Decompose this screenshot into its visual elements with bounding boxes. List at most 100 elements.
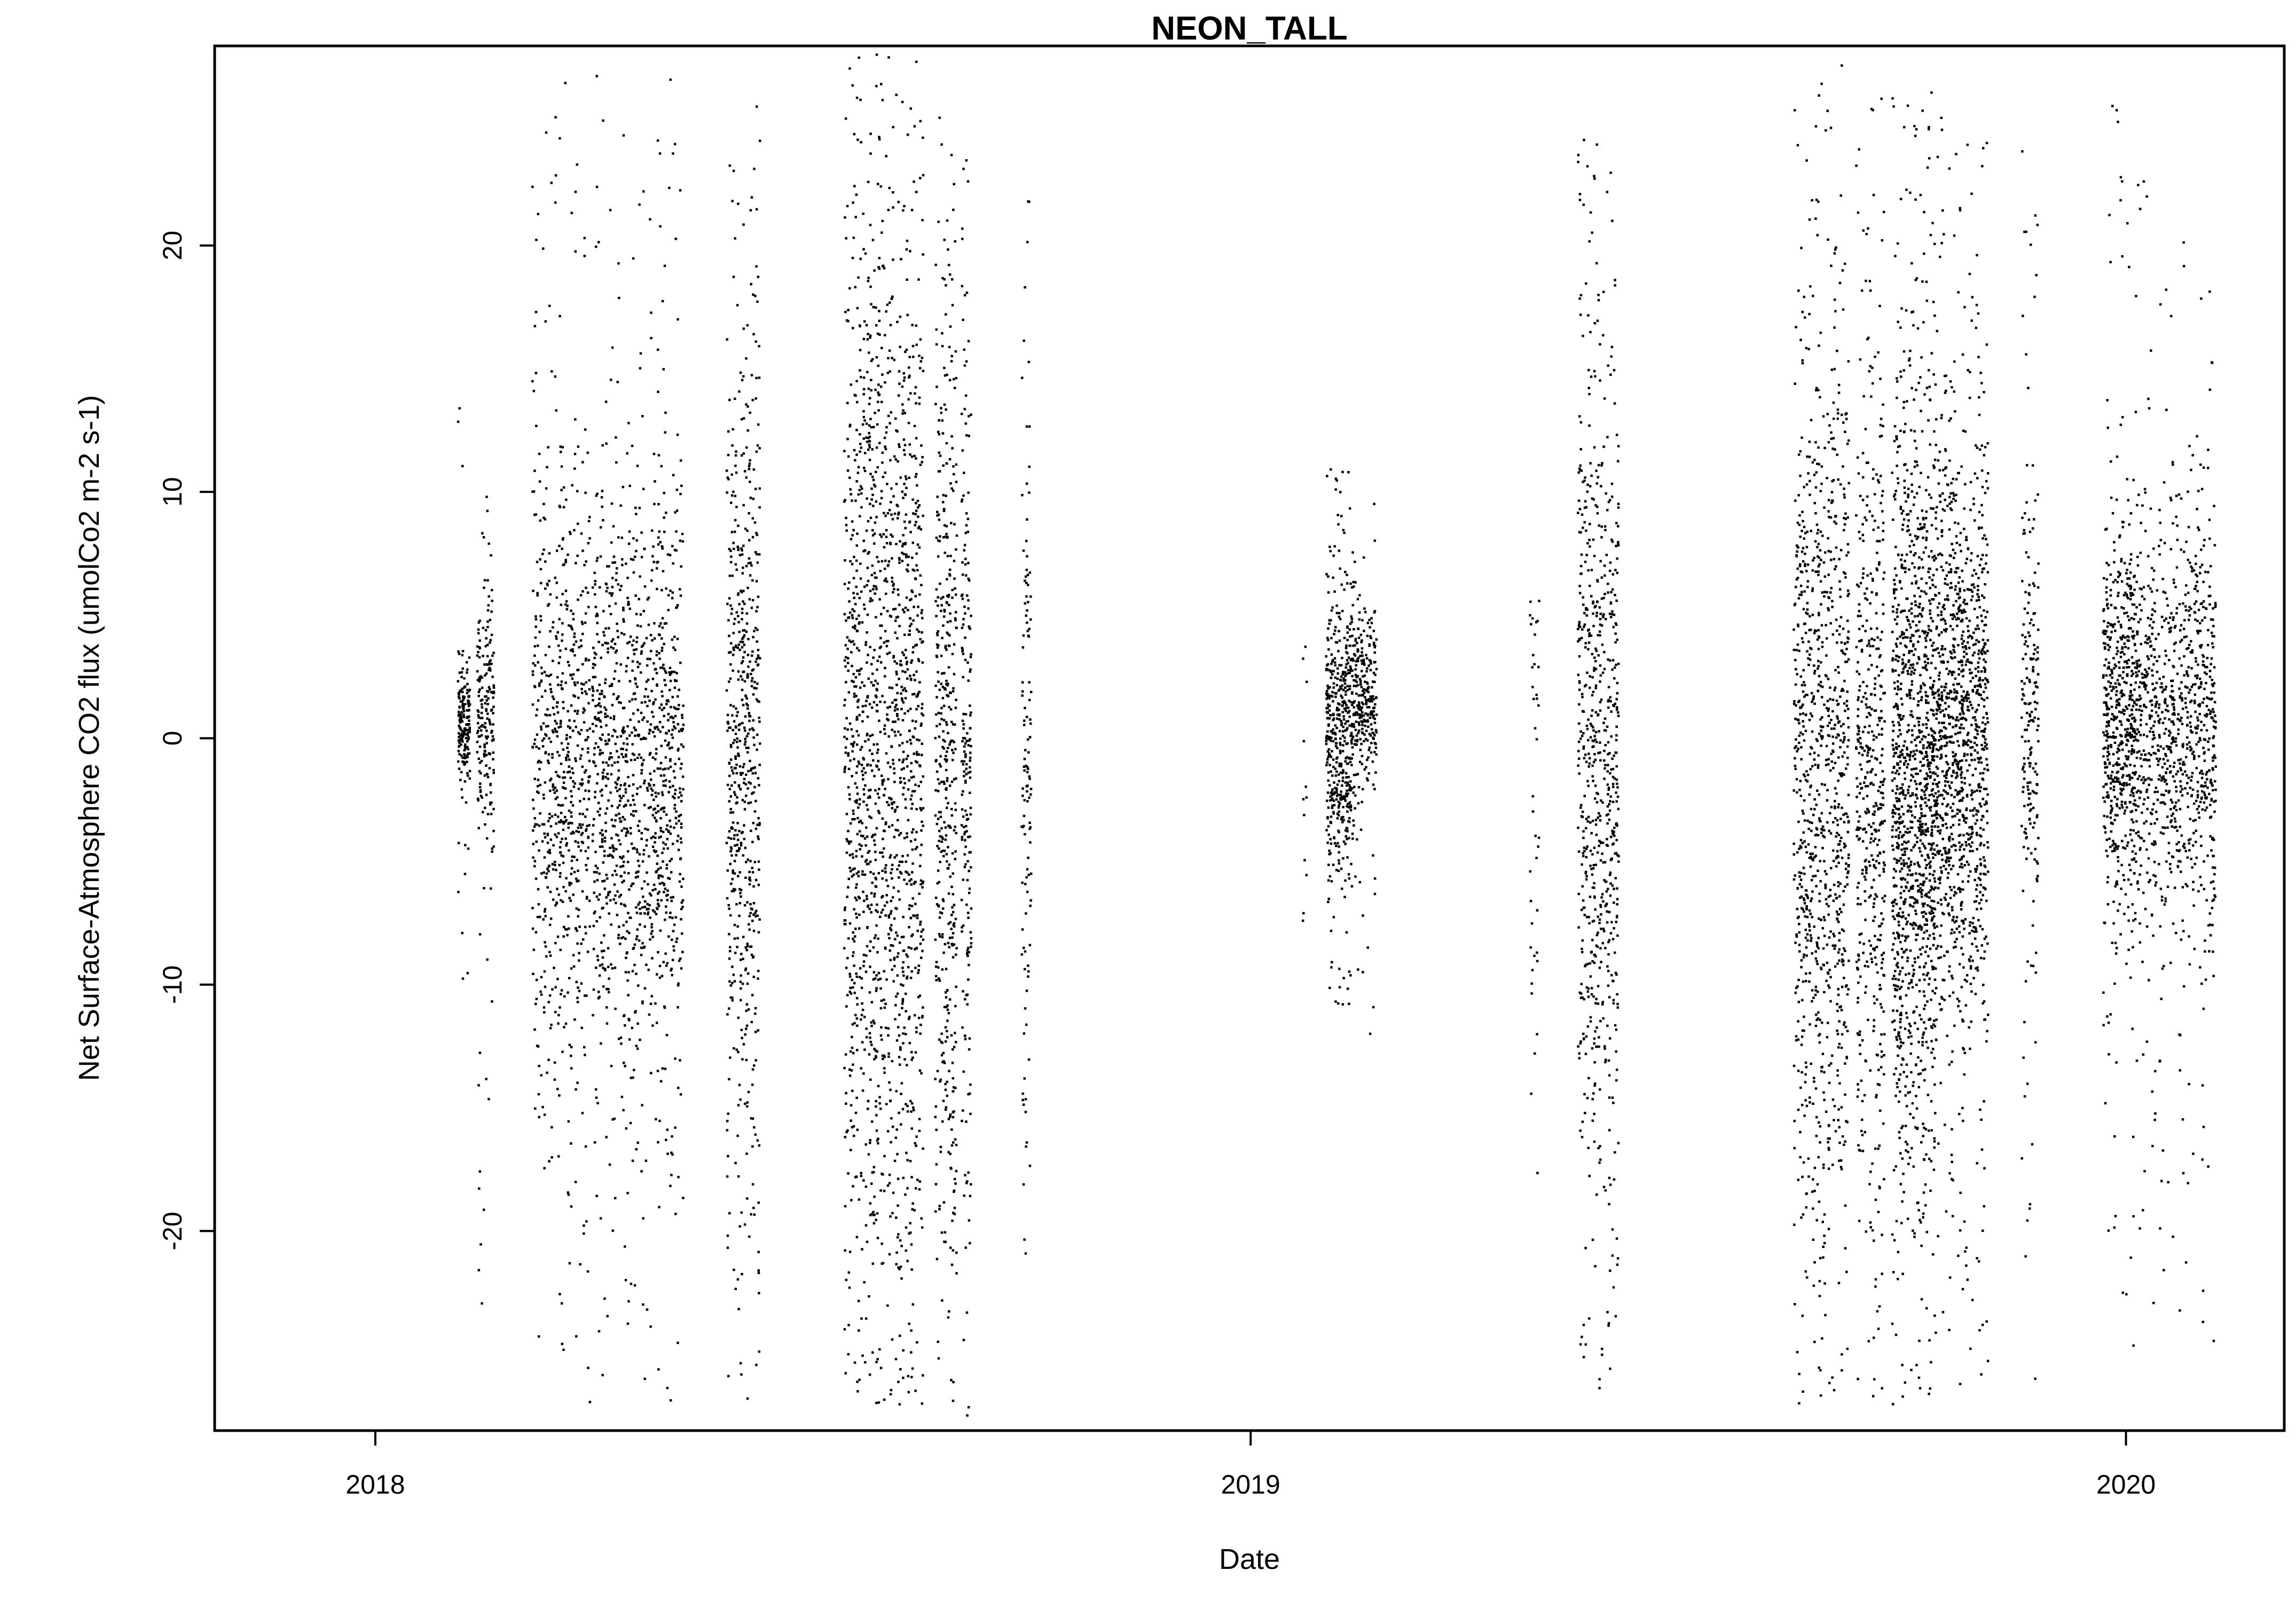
data-point	[536, 561, 539, 563]
data-point	[895, 907, 898, 910]
data-point	[884, 788, 886, 790]
data-point	[659, 666, 662, 669]
data-point	[463, 780, 467, 783]
data-point	[880, 1242, 883, 1245]
data-point	[852, 592, 855, 594]
data-point	[850, 1104, 853, 1107]
data-point	[749, 945, 752, 948]
data-point	[727, 904, 730, 907]
data-point	[466, 740, 469, 743]
data-point	[730, 501, 733, 504]
data-point	[680, 565, 682, 568]
data-point	[884, 666, 886, 670]
data-point	[457, 710, 460, 713]
data-point	[667, 700, 670, 703]
data-point	[758, 784, 760, 787]
data-point	[851, 1126, 854, 1129]
data-point	[906, 977, 908, 980]
data-point	[597, 898, 600, 901]
data-point	[856, 307, 859, 310]
data-point	[467, 709, 469, 712]
data-point	[747, 1008, 750, 1011]
data-point	[611, 1229, 614, 1232]
data-point	[665, 1138, 667, 1141]
data-point	[745, 564, 748, 568]
data-point	[868, 424, 871, 427]
data-point	[629, 718, 632, 721]
data-point	[856, 833, 859, 836]
data-point	[647, 907, 650, 910]
data-point	[952, 910, 955, 914]
data-point	[546, 708, 549, 711]
data-point	[642, 849, 646, 852]
data-point	[858, 56, 860, 59]
data-point	[548, 849, 551, 852]
data-point	[610, 594, 613, 597]
data-point	[636, 757, 639, 759]
data-point	[953, 943, 956, 946]
data-point	[485, 737, 488, 740]
data-point	[846, 636, 849, 639]
data-point	[548, 994, 552, 997]
data-point	[633, 1284, 636, 1287]
data-point	[961, 740, 964, 743]
data-point	[953, 673, 956, 676]
data-point	[671, 696, 674, 698]
data-point	[565, 842, 568, 845]
data-point	[489, 618, 492, 622]
data-point	[619, 843, 622, 846]
data-point	[747, 802, 750, 805]
data-point	[880, 612, 883, 616]
data-point	[860, 590, 863, 593]
data-point	[614, 869, 617, 873]
data-point	[662, 726, 664, 728]
data-point	[860, 1067, 862, 1070]
data-point	[537, 888, 540, 891]
data-point	[726, 1120, 729, 1122]
data-point	[632, 810, 635, 813]
data-point	[861, 487, 863, 490]
data-point	[752, 1206, 755, 1210]
data-point	[867, 579, 870, 583]
data-point	[561, 900, 564, 903]
data-point	[938, 811, 941, 814]
data-point	[642, 737, 644, 740]
data-point	[552, 868, 555, 871]
data-point	[920, 930, 923, 933]
data-point	[853, 908, 855, 911]
data-point	[661, 1067, 664, 1070]
data-point	[476, 751, 479, 753]
data-point	[625, 827, 628, 830]
data-point	[919, 781, 922, 783]
data-point	[947, 824, 950, 827]
data-point	[609, 209, 612, 211]
data-point	[467, 724, 469, 726]
data-point	[608, 685, 611, 687]
data-point	[867, 851, 869, 854]
data-point	[595, 967, 597, 969]
data-point	[855, 695, 858, 697]
data-point	[903, 444, 907, 446]
data-point	[918, 739, 921, 742]
data-point	[862, 437, 865, 440]
data-point	[745, 476, 748, 479]
data-point	[576, 710, 579, 712]
data-point	[732, 821, 735, 824]
data-point	[672, 930, 675, 932]
data-point	[665, 700, 669, 702]
data-point	[458, 767, 461, 770]
data-point	[904, 350, 907, 354]
data-point	[618, 795, 621, 797]
data-point	[868, 1295, 870, 1298]
data-point	[607, 778, 610, 780]
data-point	[632, 882, 635, 885]
data-point	[889, 324, 892, 326]
data-point	[548, 816, 551, 820]
data-point	[951, 906, 954, 909]
data-point	[651, 639, 654, 642]
data-point	[679, 1093, 682, 1096]
data-point	[895, 93, 898, 96]
data-point	[844, 1136, 847, 1138]
data-point	[678, 960, 681, 962]
data-point	[757, 977, 759, 980]
